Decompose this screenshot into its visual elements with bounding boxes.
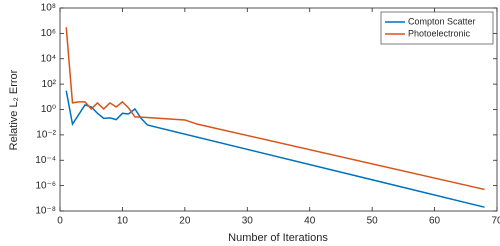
x-tick-label: 70 (491, 216, 500, 227)
x-tick-label: 0 (57, 216, 63, 227)
y-axis-title: Relative L₂ Error (8, 69, 20, 150)
series-line (65, 27, 485, 191)
x-tick-label: 50 (367, 216, 379, 227)
x-tick-label: 10 (117, 216, 129, 227)
series-line (65, 90, 485, 208)
y-tick-label: 10⁶ (41, 28, 56, 39)
legend-label: Compton Scatter (408, 16, 476, 26)
y-tick-label: 10⁰ (41, 104, 56, 115)
x-tick-label: 60 (429, 216, 441, 227)
y-tick-label: 10⁴ (41, 53, 56, 64)
x-tick-label: 30 (242, 216, 254, 227)
y-tick-label: 10² (42, 79, 57, 90)
y-tick-label: 10⁻⁴ (35, 155, 56, 166)
x-tick-label: 40 (304, 216, 316, 227)
legend-label: Photoelectronic (408, 28, 471, 38)
y-tick-label: 10⁻⁸ (35, 206, 56, 217)
x-tick-label: 20 (179, 216, 191, 227)
legend-box (380, 11, 494, 45)
y-tick-label: 10⁻⁶ (35, 180, 56, 191)
y-tick-label: 10⁻² (36, 130, 56, 141)
x-axis-title: Number of Iterations (228, 232, 328, 244)
y-tick-label: 10⁸ (41, 3, 56, 14)
